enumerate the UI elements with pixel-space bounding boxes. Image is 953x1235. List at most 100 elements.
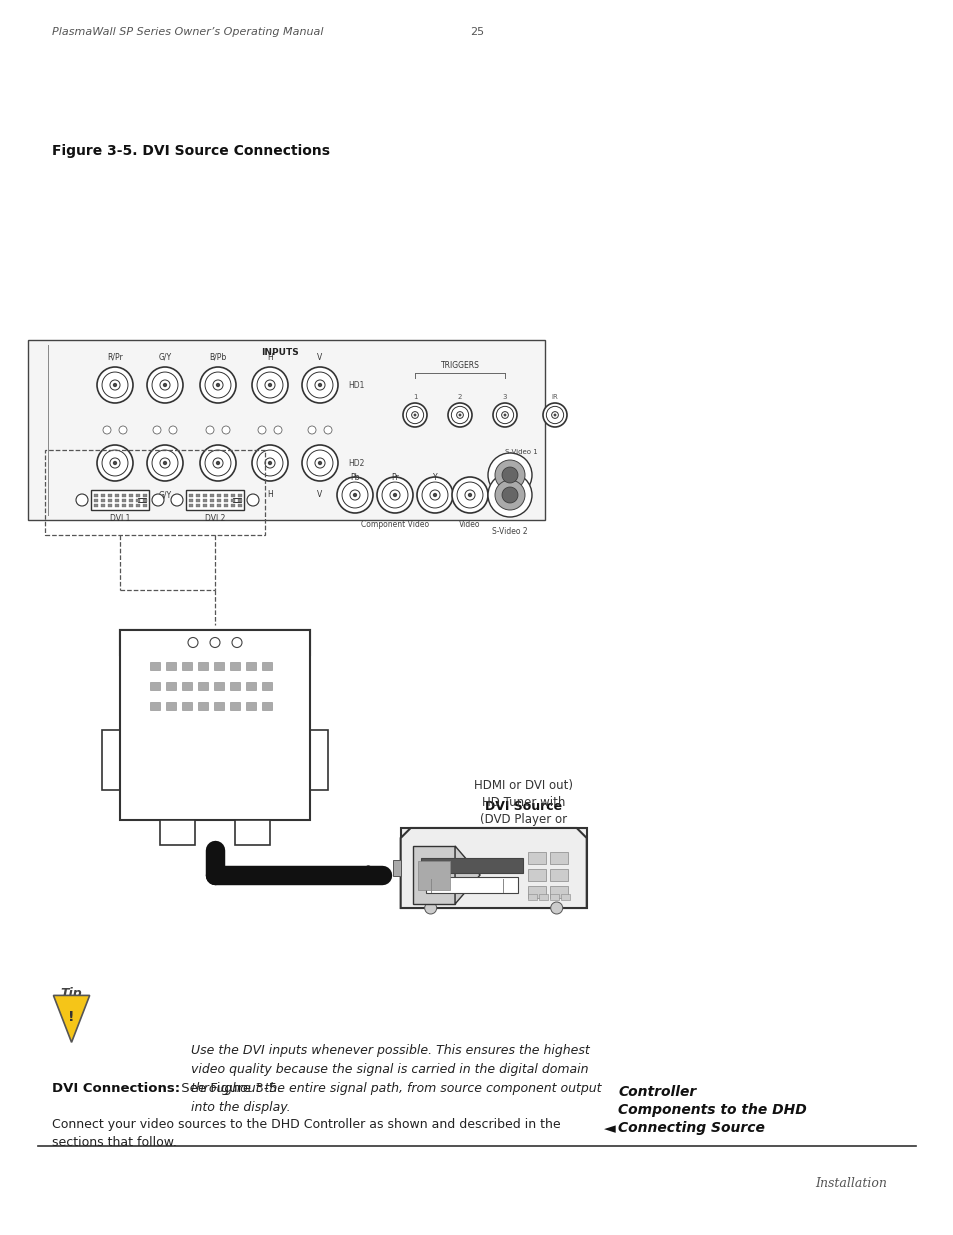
Circle shape [257, 426, 266, 433]
Text: 25: 25 [470, 27, 483, 37]
Bar [195, 494, 200, 496]
Bar [160, 820, 194, 845]
Bar [231, 494, 234, 496]
Bar [224, 499, 228, 501]
Bar [143, 504, 147, 506]
Bar [234, 820, 270, 845]
Bar [237, 499, 242, 501]
Bar [198, 682, 208, 690]
Text: Installation: Installation [815, 1177, 886, 1191]
Polygon shape [455, 846, 479, 904]
Bar [129, 504, 132, 506]
Bar [91, 490, 149, 510]
Circle shape [456, 482, 482, 508]
Bar [538, 894, 547, 900]
Text: Connecting Source: Connecting Source [618, 1121, 764, 1135]
Circle shape [488, 473, 532, 517]
Circle shape [188, 637, 198, 647]
Circle shape [119, 426, 127, 433]
Text: HD2: HD2 [348, 458, 364, 468]
Circle shape [222, 426, 230, 433]
Bar [195, 499, 200, 501]
Circle shape [324, 426, 332, 433]
Text: Connect your video sources to the DHD Controller as shown and described in the
s: Connect your video sources to the DHD Co… [52, 1118, 560, 1150]
Text: DVI Connections:: DVI Connections: [52, 1082, 180, 1095]
Circle shape [152, 494, 164, 506]
Circle shape [110, 458, 120, 468]
Circle shape [467, 493, 472, 498]
Bar [120, 630, 310, 655]
Circle shape [493, 403, 517, 427]
Bar [400, 827, 586, 908]
Circle shape [76, 494, 88, 506]
Bar [237, 504, 242, 506]
Circle shape [302, 445, 337, 480]
Circle shape [416, 477, 453, 513]
Text: S-Video 2: S-Video 2 [492, 527, 527, 536]
Circle shape [265, 458, 274, 468]
Text: HD1: HD1 [348, 380, 364, 389]
Bar [189, 499, 193, 501]
Circle shape [448, 403, 472, 427]
Circle shape [390, 490, 399, 500]
Bar [122, 504, 126, 506]
Circle shape [317, 383, 322, 387]
Bar [213, 682, 224, 690]
Bar [198, 662, 208, 671]
Circle shape [160, 458, 170, 468]
Circle shape [147, 367, 183, 403]
Text: DVI Source: DVI Source [485, 800, 561, 813]
Bar [550, 894, 558, 900]
Circle shape [102, 450, 128, 475]
Bar [166, 662, 175, 671]
Circle shape [421, 482, 448, 508]
Bar [310, 730, 328, 790]
Circle shape [406, 406, 423, 424]
Circle shape [171, 494, 183, 506]
Circle shape [206, 426, 213, 433]
Circle shape [103, 426, 111, 433]
Circle shape [252, 367, 288, 403]
Circle shape [213, 458, 223, 468]
Circle shape [265, 380, 274, 390]
Circle shape [97, 445, 132, 480]
Text: B/Pb: B/Pb [209, 353, 227, 362]
Bar [210, 494, 213, 496]
Bar [186, 490, 244, 510]
Circle shape [411, 411, 418, 419]
Bar [246, 701, 255, 710]
Circle shape [268, 461, 272, 466]
Circle shape [342, 482, 368, 508]
Text: G/Y: G/Y [158, 490, 172, 499]
Circle shape [402, 403, 427, 427]
Bar [102, 730, 120, 790]
Bar [182, 662, 192, 671]
Circle shape [430, 490, 439, 500]
Bar [262, 682, 272, 690]
Bar [216, 494, 221, 496]
Bar [198, 701, 208, 710]
Text: HD Tuner with: HD Tuner with [481, 797, 565, 809]
Circle shape [256, 372, 283, 398]
Text: B/Pb: B/Pb [209, 490, 227, 499]
Circle shape [252, 445, 288, 480]
Circle shape [102, 372, 128, 398]
Circle shape [247, 494, 258, 506]
Text: DVI 1: DVI 1 [110, 514, 130, 522]
Circle shape [546, 406, 563, 424]
Circle shape [152, 372, 178, 398]
Bar [108, 499, 112, 501]
Bar [237, 494, 242, 496]
Bar [150, 701, 160, 710]
Bar [195, 504, 200, 506]
Bar [138, 498, 146, 501]
Text: Tip: Tip [61, 988, 82, 1000]
Text: Y: Y [433, 473, 436, 482]
Circle shape [200, 367, 235, 403]
Bar [143, 499, 147, 501]
Circle shape [232, 637, 242, 647]
Bar [527, 869, 545, 881]
Bar [166, 701, 175, 710]
Circle shape [200, 445, 235, 480]
Circle shape [503, 414, 506, 416]
